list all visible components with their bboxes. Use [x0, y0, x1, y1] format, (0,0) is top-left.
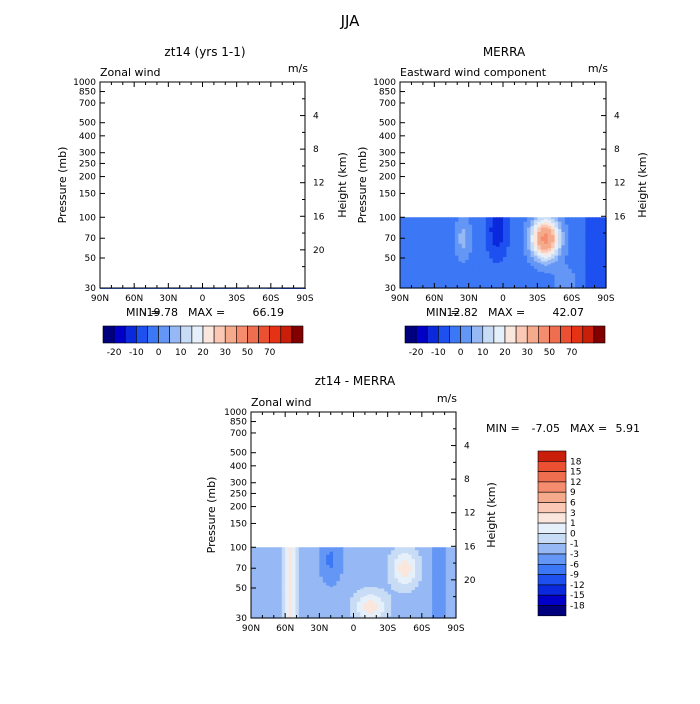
colorbar-swatch [281, 326, 292, 343]
colorbar-swatch [225, 326, 236, 343]
contour-field [400, 217, 607, 288]
colorbar-swatch [136, 326, 147, 343]
y-tick-label: 30 [85, 284, 97, 294]
units-label: m/s [288, 62, 308, 75]
colorbar-swatch [203, 326, 214, 343]
y-axis-label: Pressure (mb) [356, 147, 369, 224]
subtitle-left: Zonal wind [100, 66, 161, 79]
colorbar-swatch [170, 326, 181, 343]
colorbar-label: 10 [175, 348, 187, 358]
panel-reanalysis: MERRA Eastward wind component m/s Pressu… [356, 45, 649, 358]
y-tick-label: 850 [79, 88, 96, 98]
units-label: m/s [588, 62, 608, 75]
colorbar-swatch [247, 326, 258, 343]
x-tick-label: 30S [228, 294, 245, 304]
y-tick-label: 700 [79, 99, 96, 109]
y-axis-label-right: Height (km) [636, 152, 649, 218]
y-tick-label: 250 [79, 159, 96, 169]
plot-background [100, 82, 305, 288]
y-tick-label: 70 [85, 234, 97, 244]
colorbar-swatch [270, 326, 281, 343]
panel-model: zt14 (yrs 1-1) Zonal wind m/s Pressure (… [56, 45, 349, 358]
colorbar-swatch [147, 326, 158, 343]
figure-title: JJA [340, 12, 361, 30]
max-value: 66.19 [253, 306, 285, 319]
panel-title: zt14 (yrs 1-1) [164, 45, 245, 59]
y-right-tick-label: 16 [313, 212, 325, 222]
y-tick-label: 500 [79, 119, 96, 129]
subtitle-left: Eastward wind component [400, 66, 547, 79]
colorbar-swatch [103, 326, 114, 343]
colorbar-label: 20 [197, 348, 209, 358]
plot-area: 90N 60N 30N 0 30S 60S 90S 30 50 70 100 150 200 250300… [73, 78, 325, 304]
max-label: MAX = [188, 306, 225, 319]
y-tick-label: 150 [79, 189, 96, 199]
colorbar-swatch [181, 326, 192, 343]
colorbar-swatch [236, 326, 247, 343]
y-tick-label: 300 [79, 149, 96, 159]
y-right-tick-label: 4 [313, 112, 319, 122]
x-tick-label: 90N [91, 294, 109, 304]
min-value: -19.78 [143, 306, 178, 319]
colorbar-swatch [292, 326, 303, 343]
x-tick-label: 60S [262, 294, 279, 304]
y-tick-label: 200 [79, 173, 96, 183]
y-axis-label-right: Height (km) [336, 152, 349, 218]
y-tick-label: 100 [79, 213, 96, 223]
y-right-tick-label: 20 [313, 246, 325, 256]
colorbar-label: 0 [156, 348, 162, 358]
y-tick-label: 1000 [73, 78, 96, 88]
colorbar-label: -20 [107, 348, 122, 358]
y-right-tick-label: 12 [313, 179, 324, 189]
colorbar-label: 70 [264, 348, 276, 358]
x-tick-label: 30N [159, 294, 177, 304]
x-tick-label: 60N [125, 294, 143, 304]
y-right-tick-label: 8 [313, 145, 319, 155]
colorbar-swatch [259, 326, 270, 343]
x-tick-label: 0 [200, 294, 206, 304]
y-tick-label: 50 [85, 254, 97, 264]
colorbar-swatch [114, 326, 125, 343]
colorbar-swatch [159, 326, 170, 343]
y-axis-label: Pressure (mb) [56, 147, 69, 224]
colorbar-label: -10 [129, 348, 144, 358]
x-tick-label: 90S [296, 294, 313, 304]
colorbar-label: 30 [219, 348, 231, 358]
y-tick-label: 400 [79, 132, 96, 142]
colorbar-label: 50 [242, 348, 254, 358]
panel-title: MERRA [483, 45, 526, 59]
colorbar: -20 -10 0 10 20 30 50 70 [103, 326, 303, 358]
colorbar-swatch [192, 326, 203, 343]
colorbar-swatch [214, 326, 225, 343]
colorbar-swatch [125, 326, 136, 343]
